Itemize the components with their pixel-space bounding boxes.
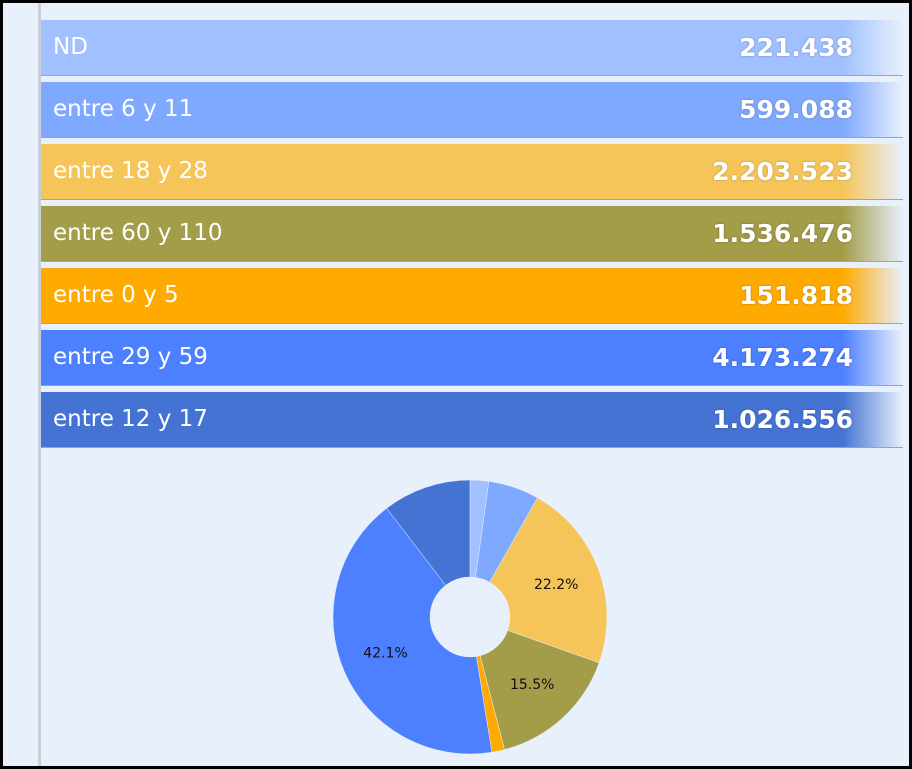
rail	[38, 3, 41, 766]
row-label: entre 29 y 59	[53, 344, 208, 370]
slice-label: 22.2%	[534, 577, 578, 593]
slice-label: 15.5%	[510, 677, 554, 693]
legend-row[interactable]: entre 12 y 17 1.026.556	[41, 392, 903, 448]
legend-row[interactable]: entre 29 y 59 4.173.274	[41, 330, 903, 386]
row-value: 4.173.274	[712, 343, 853, 372]
legend-list: ND 221.438 entre 6 y 11 599.088 entre 18 y 2…	[41, 20, 903, 454]
legend-row[interactable]: entre 6 y 11 599.088	[41, 82, 903, 138]
donut-slice	[479, 630, 600, 750]
legend-row[interactable]: ND 221.438	[41, 20, 903, 76]
row-value: 221.438	[739, 33, 853, 62]
donut-chart: 22.2% 15.5% 42.1%	[332, 479, 608, 755]
row-value: 2.203.523	[712, 157, 853, 186]
row-label: ND	[53, 34, 88, 60]
legend-row[interactable]: entre 0 y 5 151.818	[41, 268, 903, 324]
donut-slice	[332, 507, 493, 755]
row-value: 599.088	[739, 95, 853, 124]
legend-row[interactable]: entre 60 y 110 1.536.476	[41, 206, 903, 262]
row-value: 1.026.556	[712, 405, 853, 434]
slice-label: 42.1%	[363, 645, 407, 661]
legend-row[interactable]: entre 18 y 28 2.203.523	[41, 144, 903, 200]
row-value: 1.536.476	[712, 219, 853, 248]
row-label: entre 6 y 11	[53, 96, 194, 122]
donut-slice	[489, 497, 608, 664]
row-label: entre 60 y 110	[53, 220, 223, 246]
row-label: entre 18 y 28	[53, 158, 208, 184]
row-label: entre 12 y 17	[53, 406, 208, 432]
row-label: entre 0 y 5	[53, 282, 179, 308]
donut-slice	[386, 479, 471, 586]
row-value: 151.818	[739, 281, 853, 310]
